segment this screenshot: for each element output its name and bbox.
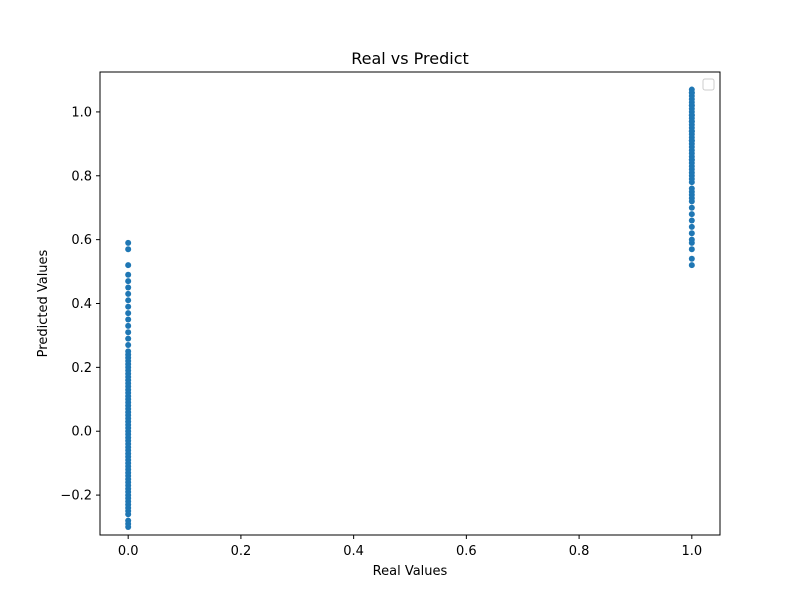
scatter-point <box>688 255 695 262</box>
scatter-point <box>125 316 132 323</box>
scatter-point <box>125 517 132 524</box>
y-tick-label: 0.4 <box>71 297 92 312</box>
scatter-point <box>688 230 695 237</box>
scatter-point <box>125 303 132 310</box>
y-tick-label: 0.8 <box>71 169 92 184</box>
scatter-point <box>688 102 695 109</box>
scatter-point <box>125 329 132 336</box>
plot-frame <box>99 71 721 536</box>
x-tick-label: 0.8 <box>569 544 590 559</box>
scatter-point <box>688 223 695 230</box>
x-axis-ticks: 0.0 0.2 0.4 0.6 0.8 1.0 <box>118 535 702 559</box>
scatter-point <box>688 204 695 211</box>
scatter-point <box>688 217 695 224</box>
data-points <box>125 86 695 531</box>
y-axis-label: Predicted Values <box>36 249 51 357</box>
scatter-point <box>125 290 132 297</box>
y-tick-label: 0.6 <box>71 233 92 248</box>
scatter-point <box>125 262 132 269</box>
scatter-point <box>688 156 695 163</box>
scatter-point <box>688 128 695 135</box>
legend-box <box>702 78 715 91</box>
scatter-point <box>688 175 695 182</box>
scatter-point <box>688 236 695 243</box>
scatter-point <box>125 246 132 253</box>
scatter-point <box>125 239 132 246</box>
x-tick-label: 0.0 <box>118 544 139 559</box>
y-axis-ticks: −0.2 0.0 0.2 0.4 0.6 0.8 1.0 <box>60 105 100 504</box>
scatter-point <box>688 185 695 192</box>
y-tick-label: 0.2 <box>71 361 92 376</box>
scatter-point <box>125 278 132 285</box>
y-tick-label: 0.0 <box>71 425 92 440</box>
scatter-point <box>688 112 695 119</box>
y-tick-label: −0.2 <box>60 489 92 504</box>
scatter-point <box>125 271 132 278</box>
scatter-point <box>688 137 695 144</box>
scatter-point <box>125 342 132 349</box>
x-tick-label: 0.6 <box>456 544 477 559</box>
scatter-point <box>688 118 695 125</box>
scatter-point <box>125 297 132 304</box>
x-axis-label: Real Values <box>373 564 448 579</box>
scatter-point <box>688 195 695 202</box>
scatter-point <box>125 310 132 317</box>
chart-title: Real vs Predict <box>351 49 469 68</box>
scatter-point <box>125 348 132 355</box>
x-tick-label: 0.2 <box>231 544 252 559</box>
scatter-point <box>125 335 132 342</box>
scatter-point <box>125 284 132 291</box>
scatter-point <box>688 211 695 218</box>
x-tick-label: 0.4 <box>343 544 364 559</box>
y-tick-label: 1.0 <box>71 105 92 120</box>
scatter-point <box>688 89 695 96</box>
x-tick-label: 1.0 <box>681 544 702 559</box>
scatter-point <box>125 322 132 329</box>
scatter-point <box>688 246 695 253</box>
scatter-point <box>688 262 695 269</box>
